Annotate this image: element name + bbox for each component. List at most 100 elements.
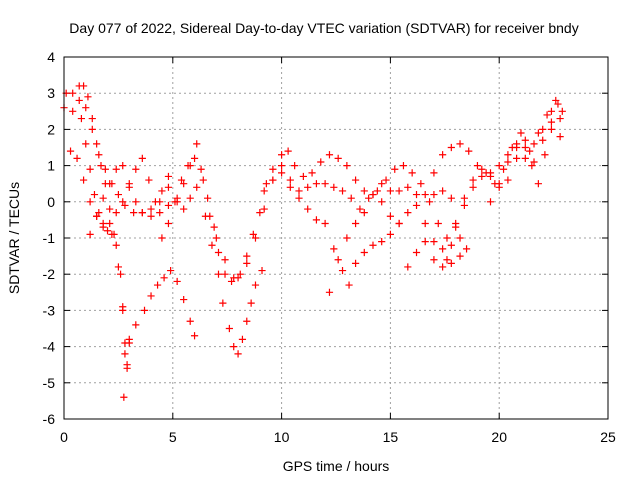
data-point	[156, 209, 164, 217]
data-point	[234, 274, 242, 282]
data-point	[73, 154, 81, 162]
data-point	[421, 190, 429, 199]
data-point	[180, 295, 188, 304]
data-point	[180, 180, 188, 188]
data-point	[164, 201, 173, 210]
plot-series	[60, 82, 566, 401]
data-point	[373, 187, 381, 195]
data-point	[351, 219, 360, 228]
data-point	[443, 234, 451, 242]
data-point	[286, 176, 294, 184]
data-point	[221, 256, 229, 264]
data-point	[547, 107, 556, 115]
data-point	[204, 194, 212, 202]
data-point	[360, 187, 368, 195]
data-point	[517, 129, 525, 137]
data-point	[108, 230, 116, 238]
data-point	[369, 241, 377, 249]
data-point	[112, 165, 120, 173]
x-tick-label: 0	[60, 429, 68, 445]
x-tick-label: 15	[383, 429, 399, 445]
data-point	[404, 263, 412, 271]
data-point	[121, 201, 129, 210]
data-point	[66, 147, 75, 155]
data-point	[504, 151, 512, 159]
data-point	[312, 216, 321, 224]
data-point	[82, 140, 90, 148]
data-point	[534, 129, 542, 137]
data-point	[160, 274, 168, 282]
data-point	[243, 259, 251, 267]
data-point	[425, 198, 434, 206]
data-point	[351, 259, 360, 267]
series-2	[62, 82, 199, 372]
data-point	[504, 158, 512, 166]
data-point	[434, 219, 442, 228]
data-point	[338, 266, 347, 275]
data-point	[86, 230, 94, 238]
data-point	[114, 263, 122, 271]
data-point	[360, 209, 368, 217]
data-point	[125, 339, 133, 347]
data-point	[478, 172, 486, 181]
data-point	[210, 223, 218, 231]
data-point	[556, 114, 564, 123]
data-point	[430, 169, 438, 177]
data-point	[171, 198, 179, 206]
data-point	[286, 183, 294, 191]
data-point	[469, 176, 477, 184]
data-point	[88, 125, 96, 133]
data-point	[95, 151, 103, 159]
series-6	[158, 147, 403, 286]
data-point	[82, 104, 90, 112]
data-point	[325, 288, 334, 296]
data-point	[321, 180, 329, 188]
data-point	[132, 198, 140, 206]
data-point	[269, 176, 277, 184]
data-point	[513, 140, 521, 148]
data-point	[343, 162, 351, 170]
series-10	[443, 125, 564, 264]
data-point	[386, 187, 394, 195]
data-point	[119, 162, 127, 170]
data-point	[304, 205, 312, 213]
data-point	[164, 219, 173, 228]
data-point	[534, 180, 542, 188]
data-point	[164, 172, 173, 181]
y-tick-label: -4	[43, 339, 56, 355]
data-point	[177, 176, 186, 184]
y-tick-label: -5	[43, 375, 56, 391]
data-point	[552, 96, 560, 105]
data-point	[256, 209, 264, 217]
data-point	[478, 165, 486, 173]
data-point	[77, 114, 86, 123]
data-point	[299, 172, 307, 181]
data-point	[504, 176, 512, 184]
data-point	[395, 187, 403, 195]
data-point	[184, 162, 192, 170]
data-point	[164, 183, 173, 191]
data-point	[69, 107, 77, 115]
data-point	[121, 350, 129, 358]
data-point	[513, 154, 521, 162]
data-point	[193, 183, 201, 191]
data-point	[112, 209, 120, 217]
data-point	[190, 332, 199, 340]
data-point	[412, 190, 421, 199]
plot-frame	[63, 56, 609, 420]
data-point	[430, 256, 438, 264]
data-point	[119, 306, 127, 314]
data-point	[214, 248, 223, 257]
data-point	[243, 252, 251, 260]
data-point	[447, 241, 455, 249]
data-point	[93, 140, 101, 148]
data-point	[547, 118, 556, 126]
data-point	[547, 125, 556, 133]
data-point	[156, 198, 164, 206]
series-5	[86, 162, 266, 358]
data-point	[539, 136, 547, 144]
data-point	[197, 165, 205, 173]
data-point	[84, 93, 92, 101]
data-point	[99, 194, 107, 202]
data-point	[439, 245, 447, 253]
